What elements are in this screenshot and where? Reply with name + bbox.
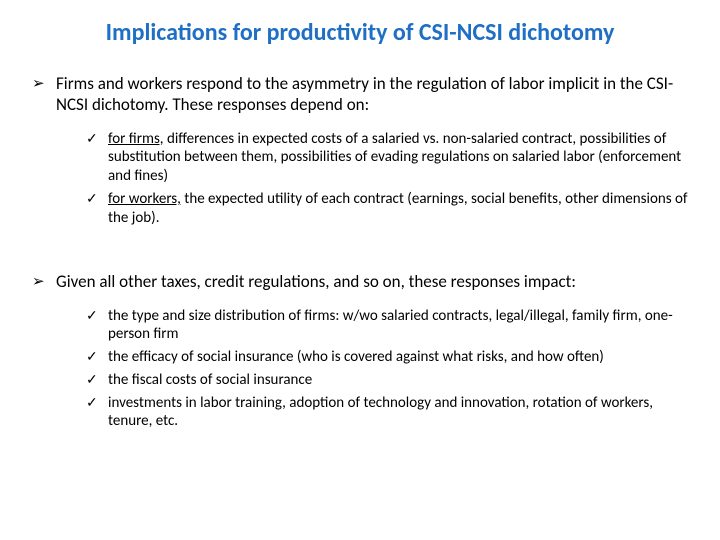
sub-bullet-1-1: ✓ for firms, differences in expected cos…	[86, 130, 690, 186]
sub2-rest: the expected utility of each contract (e…	[108, 190, 688, 227]
check-icon: ✓	[86, 371, 98, 389]
bullet2-text: Given all other taxes, credit regulation…	[56, 271, 576, 292]
check-icon: ✓	[86, 307, 98, 325]
slide-title: Implications for productivity of CSI-NCS…	[30, 18, 690, 47]
bullet-item-1: ➢ Firms and workers respond to the asymm…	[30, 73, 690, 227]
sub-bullet-list-2: ✓ the type and size distribution of firm…	[86, 307, 690, 432]
sub2-3-text: the fiscal costs of social insurance	[108, 371, 312, 389]
sub-bullet-2-1: ✓ the type and size distribution of firm…	[86, 307, 690, 345]
sub2-prefix: for workers,	[108, 190, 181, 208]
check-icon: ✓	[86, 348, 98, 366]
check-icon: ✓	[86, 130, 98, 148]
main-bullet-list-2: ➢ Given all other taxes, credit regulati…	[30, 271, 690, 431]
bullet-item-2: ➢ Given all other taxes, credit regulati…	[30, 271, 690, 431]
check-icon: ✓	[86, 190, 98, 208]
sub2-2-text: the efficacy of social insurance (who is…	[108, 348, 604, 366]
arrow-icon: ➢	[32, 273, 45, 292]
sub2-4-text: investments in labor training, adoption …	[108, 394, 653, 431]
sub-bullet-2-4: ✓ investments in labor training, adoptio…	[86, 394, 690, 432]
sub-bullet-2-2: ✓ the efficacy of social insurance (who …	[86, 348, 690, 367]
sub-bullet-1-2: ✓ for workers, the expected utility of e…	[86, 190, 690, 228]
arrow-icon: ➢	[32, 75, 45, 94]
check-icon: ✓	[86, 394, 98, 412]
sub1-rest: differences in expected costs of a salar…	[108, 130, 681, 186]
main-bullet-list: ➢ Firms and workers respond to the asymm…	[30, 73, 690, 227]
sub-bullet-2-3: ✓ the fiscal costs of social insurance	[86, 371, 690, 390]
bullet1-text: Firms and workers respond to the asymmet…	[56, 73, 673, 115]
sub-bullet-list-1: ✓ for firms, differences in expected cos…	[86, 130, 690, 228]
sub2-1-text: the type and size distribution of firms:…	[108, 307, 673, 344]
sub1-prefix: for firms,	[108, 130, 164, 148]
spacer	[30, 241, 690, 271]
